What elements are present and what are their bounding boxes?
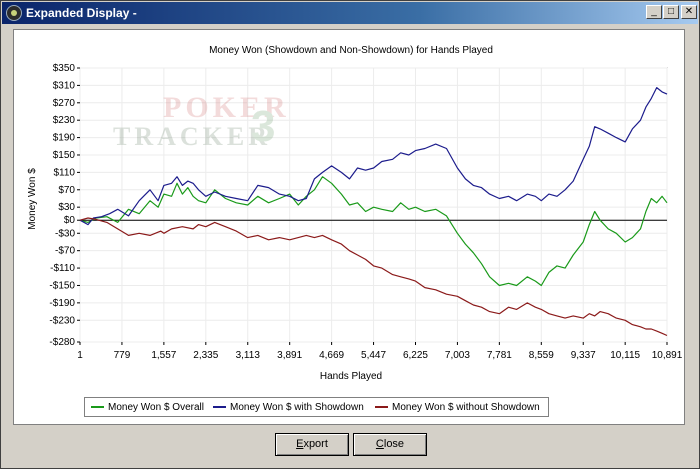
- y-tick-label: -$280: [49, 337, 75, 348]
- watermark-badge: 3: [251, 102, 275, 151]
- series-line-with-showdown: [79, 86, 668, 226]
- x-tick-label: 6,225: [403, 350, 428, 361]
- title-bar[interactable]: Expanded Display - _ □ ✕: [2, 2, 698, 24]
- y-tick-label: $0: [64, 215, 76, 226]
- y-tick-label: -$150: [49, 280, 75, 291]
- x-tick-label: 3,113: [236, 350, 261, 361]
- legend-label-without-showdown: Money Won $ without Showdown: [392, 402, 540, 413]
- x-tick-label: 779: [114, 350, 131, 361]
- x-tick-label: 5,447: [361, 350, 386, 361]
- x-tick-label: 8,559: [529, 350, 554, 361]
- series-line-without-showdown: [79, 217, 668, 337]
- y-tick-label: $190: [53, 133, 76, 144]
- export-label: xport: [303, 438, 328, 450]
- x-tick-label: 1,557: [151, 350, 176, 361]
- x-tick-label: 10,115: [610, 350, 640, 361]
- legend-swatch-overall: [91, 406, 104, 409]
- grid: [79, 67, 668, 343]
- y-tick-label: -$230: [49, 315, 75, 326]
- y-tick-label: -$30: [55, 228, 75, 239]
- chart-legend: Money Won $ Overall Money Won $ with Sho…: [84, 397, 549, 417]
- x-tick-label: 3,891: [277, 350, 302, 361]
- legend-swatch-with-showdown: [213, 406, 226, 409]
- watermark-line1: POKER: [163, 91, 290, 124]
- series-lines: [79, 86, 668, 337]
- y-tick-label: $230: [53, 115, 76, 126]
- minimize-button[interactable]: _: [646, 5, 662, 19]
- close-button[interactable]: Close: [353, 433, 427, 456]
- y-tick-label: $150: [53, 150, 76, 161]
- legend-item-without-showdown: Money Won $ without Showdown: [375, 402, 540, 413]
- y-tick-label: $350: [53, 63, 76, 74]
- x-axis-label: Hands Played: [320, 371, 382, 382]
- legend-swatch-without-showdown: [375, 406, 388, 409]
- close-accelerator: C: [375, 438, 384, 450]
- x-tick-label: 10,891: [652, 350, 683, 361]
- pokertracker-watermark: POKER TRACKER 3: [113, 91, 290, 151]
- close-label: lose: [383, 438, 405, 450]
- export-button[interactable]: Export: [275, 433, 349, 456]
- y-tick-label: $30: [58, 202, 75, 213]
- window-title: Expanded Display -: [26, 6, 137, 20]
- export-accelerator: E: [296, 438, 304, 450]
- legend-label-with-showdown: Money Won $ with Showdown: [230, 402, 364, 413]
- maximize-button[interactable]: □: [663, 5, 679, 19]
- money-won-chart: POKER TRACKER 3 Money Won (Showdown and …: [27, 45, 683, 382]
- x-tick-label: 9,337: [571, 350, 596, 361]
- series-line-overall: [79, 176, 668, 287]
- axis-ticks: $350 $310 $270 $230 $190 $150 $110 $70 $30 $0 -$30…: [49, 63, 682, 361]
- chart-title: Money Won (Showdown and Non-Showdown) fo…: [209, 45, 493, 56]
- y-tick-label: $270: [53, 98, 76, 109]
- y-tick-label: -$70: [55, 246, 75, 257]
- legend-label-overall: Money Won $ Overall: [108, 402, 204, 413]
- x-tick-label: 4,669: [319, 350, 344, 361]
- y-tick-label: -$110: [50, 263, 75, 274]
- x-tick-label: 1: [77, 350, 83, 361]
- watermark-line2: TRACKER: [113, 122, 271, 151]
- y-tick-label: $110: [53, 167, 75, 178]
- x-tick-label: 7,781: [487, 350, 512, 361]
- legend-item-with-showdown: Money Won $ with Showdown: [213, 402, 364, 413]
- app-icon[interactable]: [6, 5, 22, 21]
- x-tick-label: 7,003: [445, 350, 470, 361]
- legend-item-overall: Money Won $ Overall: [91, 402, 204, 413]
- y-tick-label: $310: [53, 80, 76, 91]
- y-tick-label: -$190: [49, 298, 75, 309]
- close-window-button[interactable]: ✕: [681, 5, 697, 19]
- y-tick-label: $70: [58, 185, 75, 196]
- y-axis-label: Money Won $: [27, 168, 38, 230]
- x-tick-label: 2,335: [193, 350, 218, 361]
